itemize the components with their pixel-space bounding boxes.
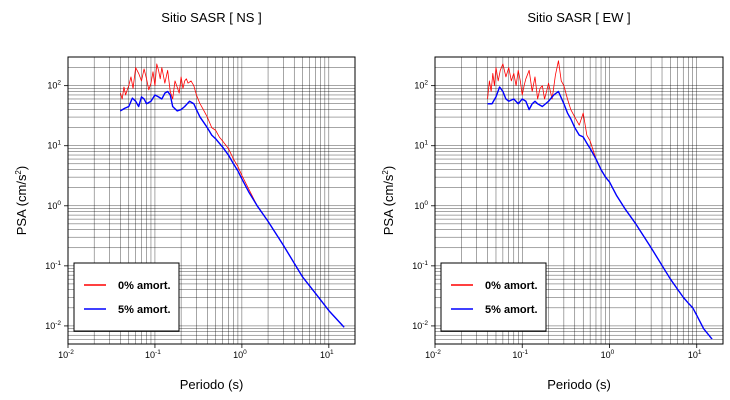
x-axis-label: Periodo (s) xyxy=(547,377,611,392)
chart-title: Sitio SASR [ EW ] xyxy=(527,10,630,25)
tick-marks xyxy=(64,85,330,348)
y-tick-label: 10-2 xyxy=(45,320,61,331)
y-axis-label: PSA (cm/s2) xyxy=(381,166,396,235)
y-tick-label: 102 xyxy=(47,80,61,91)
y-tick-label: 10-1 xyxy=(45,260,61,271)
x-tick-label: 100 xyxy=(233,349,247,360)
x-tick-label: 101 xyxy=(688,349,702,360)
y-tick-label: 10-2 xyxy=(412,320,428,331)
legend-label: 5% amort. xyxy=(485,304,538,316)
plot-frame xyxy=(434,56,724,345)
y-tick-label: 10-1 xyxy=(412,260,428,271)
tick-marks xyxy=(431,85,698,348)
y-tick-label: 102 xyxy=(414,80,428,91)
y-tick-label: 101 xyxy=(414,140,428,151)
chart-panel-1: 10-2 10-1 100 101 10-2 10-1 100 101 102 0% amort.… xyxy=(14,10,356,392)
y-axis-label: PSA (cm/s2) xyxy=(14,166,29,235)
x-tick-label: 10-1 xyxy=(145,349,161,360)
series-line-damped xyxy=(119,90,345,328)
x-tick-label: 100 xyxy=(601,349,615,360)
legend: 0% amort. 5% amort. xyxy=(440,262,547,332)
x-axis-label: Periodo (s) xyxy=(180,377,244,392)
plot-frame xyxy=(67,56,356,345)
x-tick-label: 101 xyxy=(320,349,334,360)
legend: 0% amort. 5% amort. xyxy=(73,262,180,332)
chart-panel-2: 10-2 10-1 100 101 10-2 10-1 100 101 102 0% amort.… xyxy=(381,10,724,392)
legend-label: 0% amort. xyxy=(485,280,538,292)
legend-label: 0% amort. xyxy=(118,280,171,292)
x-tick-label: 10-1 xyxy=(512,349,528,360)
legend-box xyxy=(440,262,547,332)
y-tick-label: 101 xyxy=(47,140,61,151)
legend-label: 5% amort. xyxy=(118,304,171,316)
y-tick-label: 100 xyxy=(47,200,61,211)
x-tick-label: 10-2 xyxy=(425,349,441,360)
series-line-undamped xyxy=(119,63,345,328)
series-line-damped xyxy=(487,86,713,340)
x-tick-label: 10-2 xyxy=(58,349,74,360)
legend-box xyxy=(73,262,180,332)
y-tick-label: 100 xyxy=(414,200,428,211)
chart-title: Sitio SASR [ NS ] xyxy=(161,10,261,25)
